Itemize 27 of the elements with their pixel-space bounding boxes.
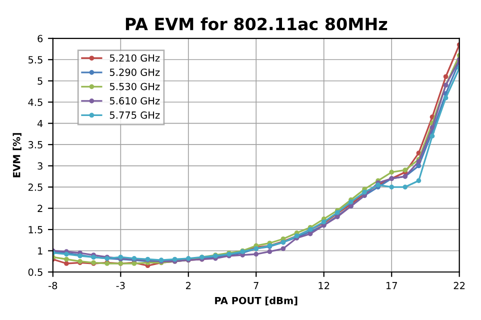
legend-label: 5.775 GHz (110, 111, 160, 119)
y-tick-label: 0.5 (28, 268, 42, 276)
y-tick-label: 5.5 (28, 56, 42, 64)
y-tick-label: 2.5 (28, 184, 42, 191)
y-tick-label: 4.5 (28, 98, 42, 106)
legend-label: 5.530 GHz (110, 82, 160, 90)
y-tick-label: 5 (38, 77, 42, 85)
x-axis-title: PA POUT [dBm] (215, 296, 298, 306)
y-axis-title: EVM [%] (12, 133, 22, 178)
y-tick-label: 3.5 (28, 141, 42, 148)
x-tick-label: 7 (254, 282, 258, 290)
x-tick-label: 17 (386, 282, 397, 290)
y-tick-label: 1 (38, 247, 42, 254)
y-tick-label: 6 (38, 34, 43, 42)
y-tick-label: 2 (38, 204, 42, 212)
x-tick-label: -3 (116, 282, 125, 290)
chart-title: PA EVM for 802.11ac 80MHz (126, 17, 388, 30)
legend-label: 5.610 GHz (110, 97, 160, 104)
x-tick-label: 12 (318, 282, 330, 290)
x-tick-label: 2 (186, 282, 191, 290)
x-tick-label: 22 (454, 282, 465, 290)
legend-label: 5.290 GHz (110, 68, 160, 76)
y-tick-label: 4 (37, 120, 43, 128)
legend-label: 5.210 GHz (110, 54, 160, 62)
y-tick-label: 3 (38, 162, 42, 170)
y-tick-label: 1.5 (28, 226, 42, 234)
x-tick-label: -8 (48, 282, 58, 290)
